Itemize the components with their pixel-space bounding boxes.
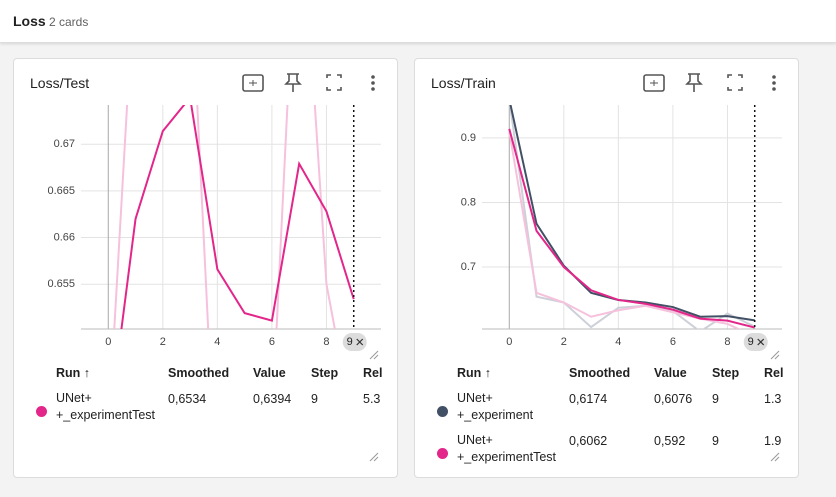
y-tick-label: 0.66 xyxy=(54,231,75,243)
x-tick-label: 0 xyxy=(506,336,512,348)
y-tick-label: 0.655 xyxy=(47,278,75,290)
table-cell: 1.9 xyxy=(764,434,782,448)
pin-icon[interactable] xyxy=(284,73,302,92)
table-cell: 1.3 xyxy=(764,392,782,406)
plot-area xyxy=(508,105,756,329)
fit-domain-icon[interactable] xyxy=(242,74,264,92)
table-cell: 5.3 xyxy=(363,392,381,406)
smoothed-line xyxy=(508,128,755,329)
run-name: UNet+ +_experiment xyxy=(457,391,534,422)
more-icon[interactable] xyxy=(772,75,776,91)
table-cell: 9 xyxy=(712,434,719,448)
more-icon[interactable] xyxy=(371,75,375,91)
column-header: Step xyxy=(311,366,339,380)
column-header: Run ↑ xyxy=(56,366,91,380)
column-header: Smoothed xyxy=(168,366,230,380)
column-header: Step xyxy=(712,366,740,380)
legend-dot xyxy=(36,406,47,417)
plot-area xyxy=(113,105,355,329)
card-title: Loss/Test xyxy=(30,75,90,91)
step-chip-label: 9 xyxy=(748,336,754,348)
column-header: Rel xyxy=(363,366,383,380)
x-tick-label: 2 xyxy=(561,336,567,348)
x-tick-label: 6 xyxy=(670,336,676,348)
chart: 0.7 0.8 0.9 0 2 4 6 8 9 xyxy=(461,105,782,351)
table-cell: 0,6062 xyxy=(569,434,608,448)
raw-line xyxy=(508,131,741,329)
table-cell: 0,6174 xyxy=(569,392,608,406)
card-title: Loss/Train xyxy=(431,75,496,91)
table-cell: 0,6076 xyxy=(654,392,693,406)
x-tick-label: 0 xyxy=(105,336,111,348)
smoothed-line xyxy=(509,105,755,322)
card: Loss/Train 0.7 0.8 0.9 0 2 4 6 8 9 Run ↑ Smoothed V… xyxy=(414,58,799,478)
fit-domain-icon[interactable] xyxy=(643,74,665,92)
fullscreen-icon[interactable] xyxy=(727,74,743,91)
x-tick-label: 2 xyxy=(160,336,166,348)
smoothed-line xyxy=(120,105,355,329)
column-header: Value xyxy=(253,366,286,380)
y-tick-label: 0.7 xyxy=(461,261,476,273)
x-tick-label: 8 xyxy=(724,336,730,348)
table-cell: 9 xyxy=(712,392,719,406)
raw-line xyxy=(113,105,336,329)
step-chip-label: 9 xyxy=(347,336,353,348)
legend-dot xyxy=(437,406,448,417)
column-header: Value xyxy=(654,366,687,380)
step-chip xyxy=(743,333,768,351)
x-tick-label: 4 xyxy=(615,336,621,348)
y-tick-label: 0.665 xyxy=(47,185,75,197)
column-header: Run ↑ xyxy=(457,366,492,380)
table-cell: 0,592 xyxy=(654,434,686,448)
x-tick-label: 4 xyxy=(214,336,220,348)
card-count: 2 cards xyxy=(49,15,89,29)
y-tick-label: 0.8 xyxy=(461,196,476,208)
y-tick-label: 0.9 xyxy=(461,132,476,144)
step-chip xyxy=(342,333,367,351)
top-bar: Loss 2 cards xyxy=(0,0,836,43)
table-cell: 9 xyxy=(311,392,318,406)
raw-line xyxy=(509,105,756,329)
card: Loss/Test 0.655 0.66 0.665 0.67 0 2 4 6 8 9 Run ↑ S… xyxy=(13,58,398,478)
group-title: Loss xyxy=(13,13,46,29)
column-header: Smoothed xyxy=(569,366,631,380)
step-chip-close[interactable] xyxy=(757,338,765,346)
run-name: UNet+ +_experimentTest xyxy=(56,391,156,422)
fullscreen-icon[interactable] xyxy=(326,74,342,91)
toolbar-icons xyxy=(643,73,780,462)
x-tick-label: 8 xyxy=(323,336,329,348)
toolbar-icons xyxy=(242,73,379,462)
step-chip-close[interactable] xyxy=(356,338,364,346)
legend-dot xyxy=(437,448,448,459)
run-name: UNet+ +_experimentTest xyxy=(457,433,557,464)
table-cell: 0,6534 xyxy=(168,392,207,406)
x-tick-label: 6 xyxy=(269,336,275,348)
pin-icon[interactable] xyxy=(685,73,703,92)
y-tick-label: 0.67 xyxy=(54,138,75,150)
table-cell: 0,6394 xyxy=(253,392,292,406)
column-header: Rel xyxy=(764,366,784,380)
chart: 0.655 0.66 0.665 0.67 0 2 4 6 8 9 xyxy=(47,105,381,351)
